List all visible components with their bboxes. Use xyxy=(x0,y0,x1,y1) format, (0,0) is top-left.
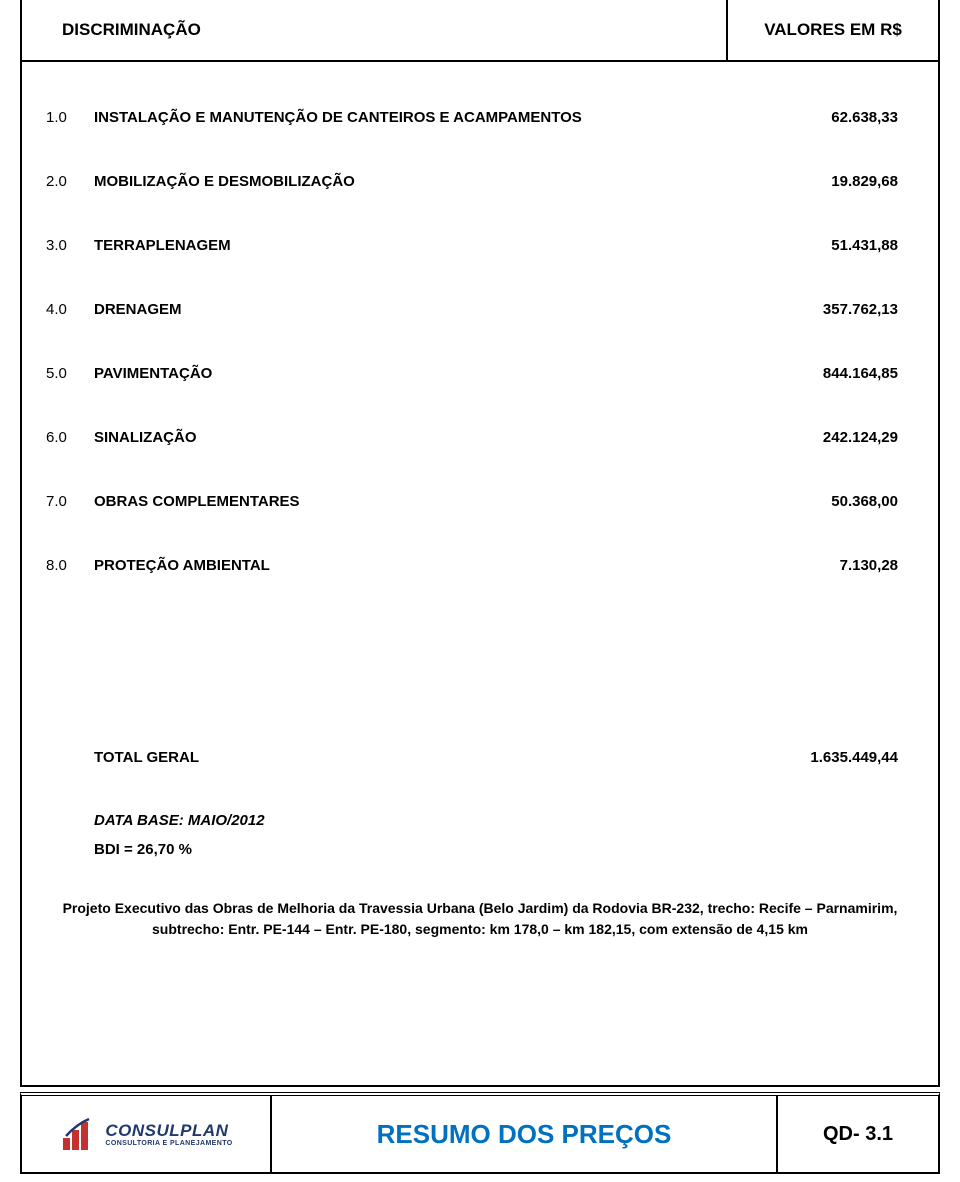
item-code: 5.0 xyxy=(46,365,94,382)
logo-icon xyxy=(59,1114,99,1154)
logo-sub-text: CONSULTORIA E PLANEJAMENTO xyxy=(105,1140,232,1147)
header-valores: VALORES EM R$ xyxy=(728,0,938,60)
item-code: 6.0 xyxy=(46,429,94,446)
meta-block: DATA BASE: MAIO/2012 BDI = 26,70 % xyxy=(46,812,898,858)
table-header: DISCRIMINAÇÃO VALORES EM R$ xyxy=(22,0,938,62)
total-label: TOTAL GERAL xyxy=(94,749,758,766)
item-value: 19.829,68 xyxy=(758,173,898,190)
project-description: Projeto Executivo das Obras de Melhoria … xyxy=(22,898,938,940)
table-row: 8.0 PROTEÇÃO AMBIENTAL 7.130,28 xyxy=(46,557,898,574)
item-desc: INSTALAÇÃO E MANUTENÇÃO DE CANTEIROS E A… xyxy=(94,109,758,126)
item-desc: PROTEÇÃO AMBIENTAL xyxy=(94,557,758,574)
table-row: 7.0 OBRAS COMPLEMENTARES 50.368,00 xyxy=(46,493,898,510)
item-desc: PAVIMENTAÇÃO xyxy=(94,365,758,382)
document-frame: DISCRIMINAÇÃO VALORES EM R$ 1.0 INSTALAÇ… xyxy=(20,0,940,1087)
item-value: 242.124,29 xyxy=(758,429,898,446)
item-code: 4.0 xyxy=(46,301,94,318)
item-desc: MOBILIZAÇÃO E DESMOBILIZAÇÃO xyxy=(94,173,758,190)
header-discriminacao: DISCRIMINAÇÃO xyxy=(22,0,728,60)
footer-title: RESUMO DOS PREÇOS xyxy=(272,1096,778,1172)
table-row: 6.0 SINALIZAÇÃO 242.124,29 xyxy=(46,429,898,446)
logo-text: CONSULPLAN CONSULTORIA E PLANEJAMENTO xyxy=(105,1122,232,1147)
item-value: 844.164,85 xyxy=(758,365,898,382)
item-code: 8.0 xyxy=(46,557,94,574)
bdi-line: BDI = 26,70 % xyxy=(94,841,898,858)
item-value: 357.762,13 xyxy=(758,301,898,318)
item-value: 51.431,88 xyxy=(758,237,898,254)
item-desc: TERRAPLENAGEM xyxy=(94,237,758,254)
table-row: 3.0 TERRAPLENAGEM 51.431,88 xyxy=(46,237,898,254)
database-line: DATA BASE: MAIO/2012 xyxy=(94,812,898,829)
item-code: 7.0 xyxy=(46,493,94,510)
item-desc: SINALIZAÇÃO xyxy=(94,429,758,446)
footer-logo-cell: CONSULPLAN CONSULTORIA E PLANEJAMENTO xyxy=(22,1096,272,1172)
item-code: 1.0 xyxy=(46,109,94,126)
footer-bar: CONSULPLAN CONSULTORIA E PLANEJAMENTO RE… xyxy=(20,1092,940,1174)
total-row: TOTAL GERAL 1.635.449,44 xyxy=(46,749,898,766)
item-value: 7.130,28 xyxy=(758,557,898,574)
item-desc: DRENAGEM xyxy=(94,301,758,318)
total-value: 1.635.449,44 xyxy=(758,749,898,766)
item-desc: OBRAS COMPLEMENTARES xyxy=(94,493,758,510)
table-row: 5.0 PAVIMENTAÇÃO 844.164,85 xyxy=(46,365,898,382)
table-body: 1.0 INSTALAÇÃO E MANUTENÇÃO DE CANTEIROS… xyxy=(22,109,938,858)
logo-main-text: CONSULPLAN xyxy=(105,1122,232,1139)
table-row: 1.0 INSTALAÇÃO E MANUTENÇÃO DE CANTEIROS… xyxy=(46,109,898,126)
table-row: 2.0 MOBILIZAÇÃO E DESMOBILIZAÇÃO 19.829,… xyxy=(46,173,898,190)
item-code: 3.0 xyxy=(46,237,94,254)
table-row: 4.0 DRENAGEM 357.762,13 xyxy=(46,301,898,318)
item-code: 2.0 xyxy=(46,173,94,190)
item-value: 50.368,00 xyxy=(758,493,898,510)
consulplan-logo: CONSULPLAN CONSULTORIA E PLANEJAMENTO xyxy=(59,1114,232,1154)
item-value: 62.638,33 xyxy=(758,109,898,126)
footer-code: QD- 3.1 xyxy=(778,1096,938,1172)
